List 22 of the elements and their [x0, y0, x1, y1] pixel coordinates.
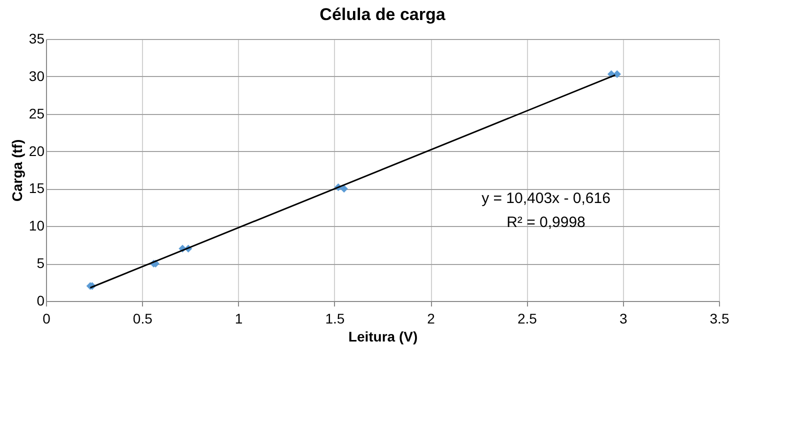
x-tick-label: 2 [427, 310, 436, 326]
x-tick-label: 0.5 [132, 310, 153, 326]
point [340, 184, 348, 193]
point [613, 70, 621, 78]
y-axis-title: Carga (tf) [8, 139, 25, 202]
y-tick-label: 5 [36, 255, 45, 272]
y-tick-label: 35 [28, 30, 45, 46]
x-tick-label: 2.5 [517, 310, 538, 326]
y-tick-label: 25 [28, 105, 45, 122]
x-tick-label: 3 [619, 310, 628, 326]
y-tick-label: 10 [28, 218, 45, 234]
x-tick-label: 1 [234, 310, 243, 326]
y-tick-label: 30 [28, 68, 45, 84]
x-tick-label: 1.5 [325, 310, 345, 326]
annotation: y = 10,403x - 0,616 [482, 190, 610, 207]
y-tick-label: 0 [36, 292, 45, 308]
y-tick-label: 20 [28, 142, 45, 159]
y-tick-label: 15 [28, 180, 45, 196]
chart-title: Célula de carga [320, 5, 446, 24]
annotation: R² = 0,9998 [506, 214, 586, 231]
x-tick-label: 3.5 [710, 310, 730, 326]
x-axis-title: Leitura (V) [348, 328, 418, 344]
